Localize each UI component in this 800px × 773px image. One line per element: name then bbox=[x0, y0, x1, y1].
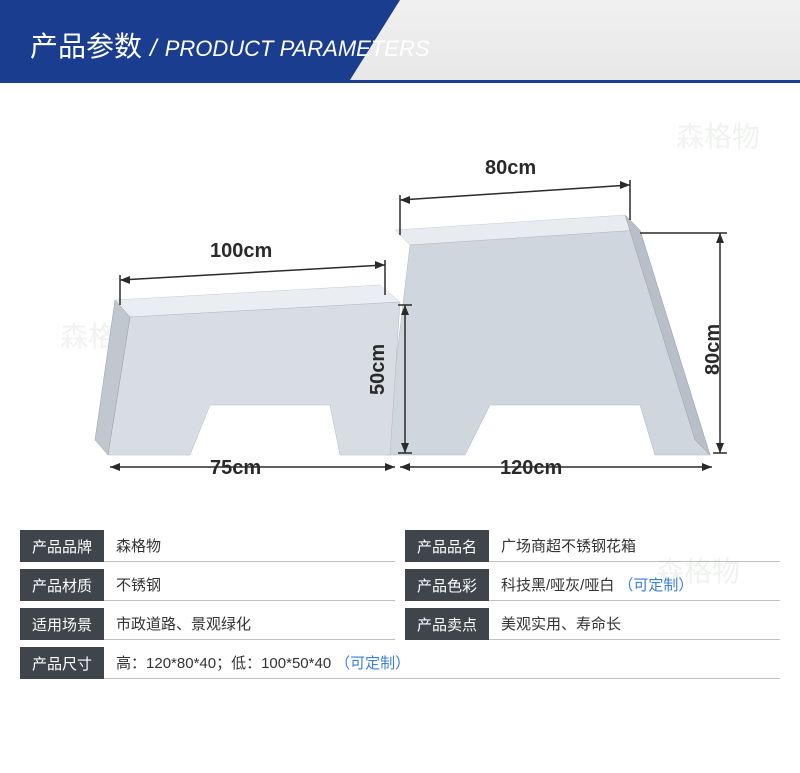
spec-cell-brand: 产品品牌 森格物 bbox=[20, 530, 395, 562]
title-chinese: 产品参数 bbox=[30, 25, 142, 65]
customizable-tag: （可定制） bbox=[618, 574, 693, 595]
spec-value: 广场商超不锈钢花箱 bbox=[489, 530, 780, 562]
spec-label: 适用场景 bbox=[20, 608, 104, 640]
dim-bottom-right: 120cm bbox=[500, 457, 562, 480]
customizable-tag: （可定制） bbox=[335, 652, 410, 673]
spec-value-text: 高：120*80*40；低：100*50*40 bbox=[116, 652, 331, 673]
spec-cell-name: 产品品名 广场商超不锈钢花箱 bbox=[405, 530, 780, 562]
spec-label: 产品卖点 bbox=[405, 608, 489, 640]
dim-top-right: 80cm bbox=[485, 157, 536, 180]
spec-cell-size: 产品尺寸 高：120*80*40；低：100*50*40 （可定制） bbox=[20, 647, 780, 679]
dim-top-left: 100cm bbox=[210, 240, 272, 263]
dim-height-right: 80cm bbox=[702, 324, 725, 375]
spec-cell-scene: 适用场景 市政道路、景观绿化 bbox=[20, 608, 395, 640]
spec-label: 产品品名 bbox=[405, 530, 489, 562]
spec-label: 产品尺寸 bbox=[20, 647, 104, 679]
dim-bottom-left: 75cm bbox=[210, 457, 261, 480]
dim-height-left: 50cm bbox=[367, 344, 390, 395]
spec-value: 高：120*80*40；低：100*50*40 （可定制） bbox=[104, 647, 780, 679]
spec-cell-color: 产品色彩 科技黑/哑灰/哑白 （可定制） bbox=[405, 569, 780, 601]
spec-value: 不锈钢 bbox=[104, 569, 395, 601]
title-slash: / bbox=[150, 35, 157, 63]
diagram-svg bbox=[0, 85, 800, 515]
spec-cell-material: 产品材质 不锈钢 bbox=[20, 569, 395, 601]
spec-value: 市政道路、景观绿化 bbox=[104, 608, 395, 640]
spec-value: 科技黑/哑灰/哑白 （可定制） bbox=[489, 569, 780, 601]
spec-value: 美观实用、寿命长 bbox=[489, 608, 780, 640]
header-text: 产品参数 / PRODUCT PARAMETERS bbox=[0, 25, 430, 65]
spec-row-3: 适用场景 市政道路、景观绿化 产品卖点 美观实用、寿命长 bbox=[20, 608, 780, 640]
spec-table: 森格物 产品品牌 森格物 产品品名 广场商超不锈钢花箱 产品材质 不锈钢 产品色… bbox=[0, 515, 800, 701]
spec-value: 森格物 bbox=[104, 530, 395, 562]
spec-row-4: 产品尺寸 高：120*80*40；低：100*50*40 （可定制） bbox=[20, 647, 780, 679]
header-bar: 产品参数 / PRODUCT PARAMETERS bbox=[0, 0, 800, 80]
spec-cell-selling: 产品卖点 美观实用、寿命长 bbox=[405, 608, 780, 640]
spec-value-text: 科技黑/哑灰/哑白 bbox=[501, 574, 614, 595]
spec-label: 产品色彩 bbox=[405, 569, 489, 601]
spec-label: 产品品牌 bbox=[20, 530, 104, 562]
header-divider bbox=[0, 80, 800, 83]
title-english: PRODUCT PARAMETERS bbox=[165, 36, 430, 62]
spec-row-2: 产品材质 不锈钢 产品色彩 科技黑/哑灰/哑白 （可定制） bbox=[20, 569, 780, 601]
spec-row-1: 产品品牌 森格物 产品品名 广场商超不锈钢花箱 bbox=[20, 530, 780, 562]
product-diagram: 森格物 森格物 bbox=[0, 85, 800, 515]
spec-label: 产品材质 bbox=[20, 569, 104, 601]
